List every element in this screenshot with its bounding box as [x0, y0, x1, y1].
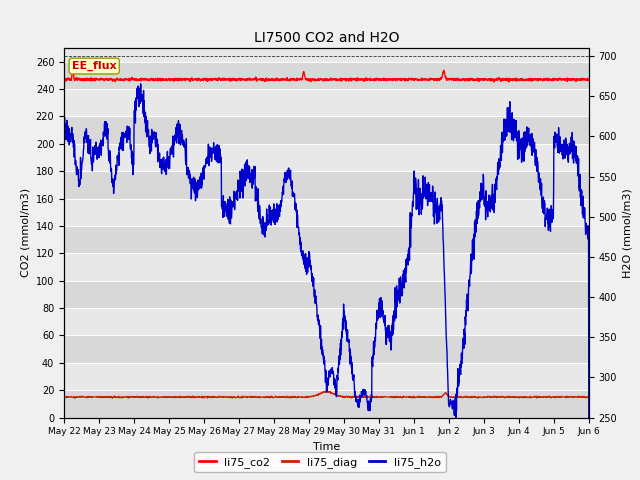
Bar: [64, 62, 589, 89]
Title: LI7500 CO2 and H2O: LI7500 CO2 and H2O: [253, 32, 399, 46]
Legend: li75_co2, li75_diag, li75_h2o: li75_co2, li75_diag, li75_h2o: [195, 452, 445, 472]
Bar: [64, 363, 589, 390]
X-axis label: Time: Time: [313, 442, 340, 452]
Y-axis label: H2O (mmol/m3): H2O (mmol/m3): [623, 188, 633, 277]
Bar: [64, 390, 589, 418]
Bar: [64, 199, 589, 226]
Text: EE_flux: EE_flux: [72, 61, 116, 71]
Bar: [64, 171, 589, 199]
Bar: [64, 308, 589, 336]
Bar: [64, 336, 589, 363]
Bar: [64, 281, 589, 308]
Bar: [64, 117, 589, 144]
Bar: [64, 253, 589, 281]
Bar: [64, 89, 589, 117]
Bar: [64, 226, 589, 253]
Y-axis label: CO2 (mmol/m3): CO2 (mmol/m3): [20, 188, 30, 277]
Bar: [64, 144, 589, 171]
